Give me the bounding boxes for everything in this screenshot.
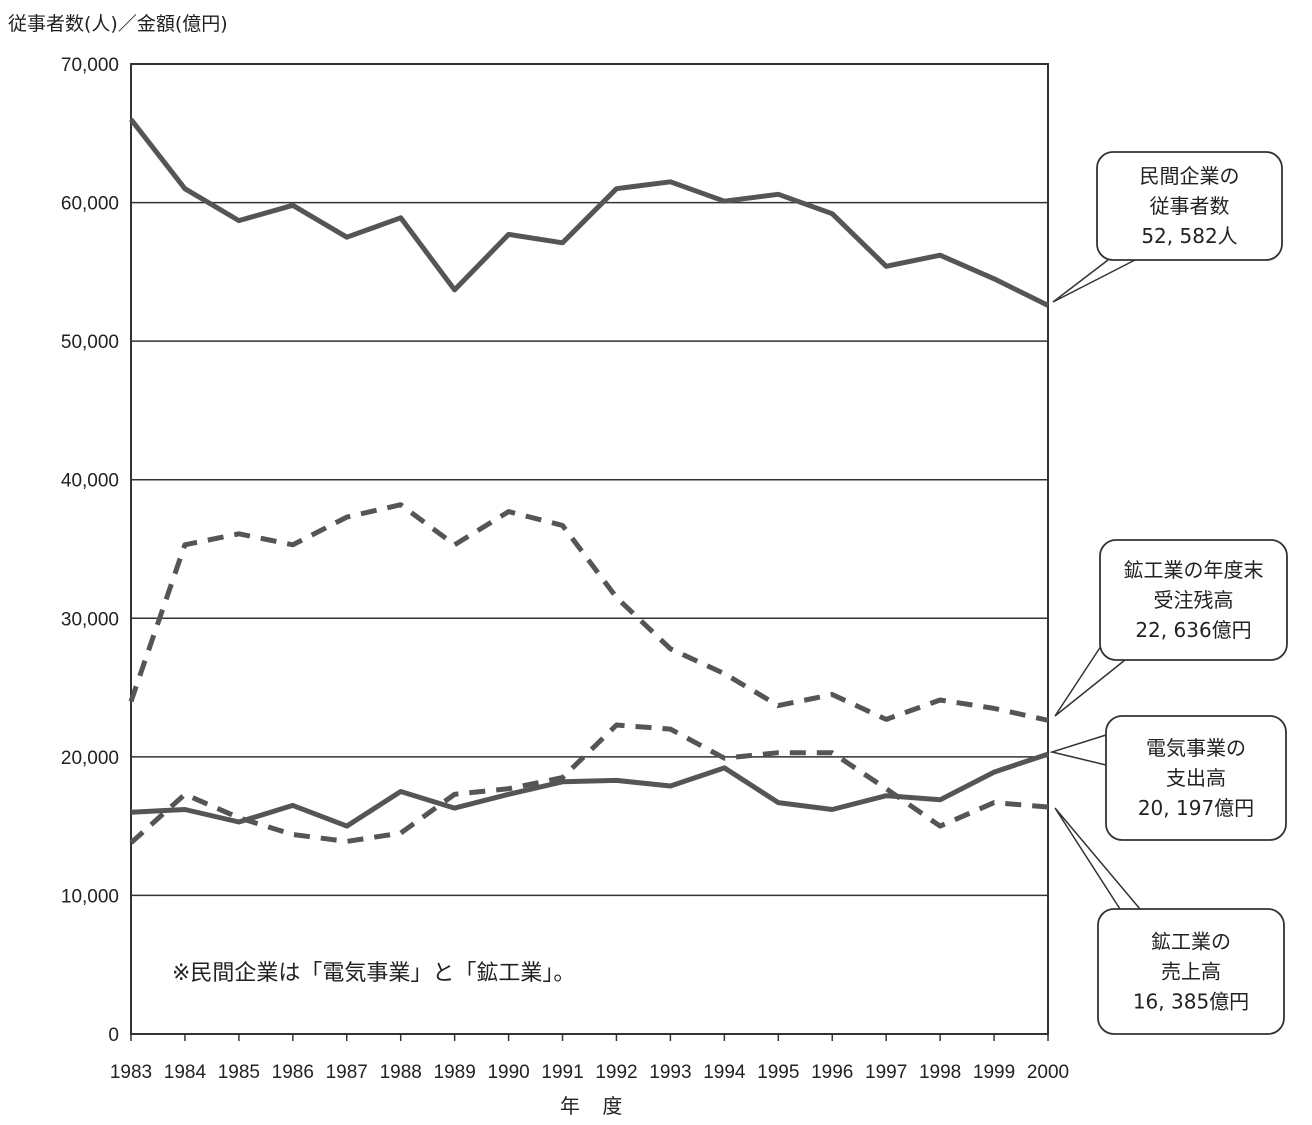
callout-line: 16, 385億円: [1133, 990, 1249, 1014]
callout-box: [1096, 151, 1283, 261]
callout-line: 受注残高: [1154, 588, 1234, 612]
series-line-backlog: [128, 502, 1049, 723]
y-tick-label: 50,000: [61, 332, 119, 353]
callout-line: 52, 582人: [1141, 224, 1237, 248]
y-tick-label: 40,000: [61, 471, 119, 492]
series-line-employees: [129, 117, 1050, 308]
y-tick-label: 20,000: [61, 748, 119, 769]
callout-box: [1097, 908, 1285, 1035]
x-axis-label: 年 度: [560, 1094, 630, 1118]
callout-pointer-backlog: [1054, 639, 1126, 717]
y-tick-labels: 0 10,000 20,000 30,000 40,000 50,000 60,000 70,…: [61, 55, 119, 1046]
callout-pointer-mining_sales: [1054, 807, 1141, 910]
y-tick-label: 0: [108, 1025, 119, 1046]
callout-line: 鉱工業の: [1151, 930, 1231, 954]
y-tick-label: 30,000: [61, 609, 119, 630]
callout-line: 支出高: [1166, 766, 1226, 790]
callout-box: [1105, 715, 1287, 841]
y-tick-label: 60,000: [61, 194, 119, 215]
y-tick-label: 10,000: [61, 886, 119, 907]
x-tick-label: 1986: [272, 1062, 314, 1083]
x-tick-label: 1983: [110, 1062, 152, 1083]
series-lines: [128, 117, 1050, 845]
x-tick-label: 1992: [595, 1062, 637, 1083]
x-tick-label: 1996: [811, 1062, 853, 1083]
callout-line: 売上高: [1161, 960, 1221, 984]
callout-line: 22, 636億円: [1135, 618, 1251, 642]
x-tick-label: 1995: [757, 1062, 799, 1083]
callout-line: 鉱工業の年度末: [1124, 558, 1264, 582]
callout-pointer-employees: [1052, 259, 1136, 303]
x-tick-label: 1998: [919, 1062, 961, 1083]
callout-line: 電気事業の: [1146, 736, 1246, 760]
chart-note: ※民間企業は「電気事業」と「鉱工業」。: [172, 961, 575, 986]
callout-line: 従事者数: [1150, 194, 1230, 218]
callout-line: 20, 197億円: [1138, 796, 1254, 820]
callout-line: 民間企業の: [1140, 164, 1240, 188]
x-tick-label: 1993: [649, 1062, 691, 1083]
y-axis-label: 従事者数(人)／金額(億円): [8, 13, 228, 35]
callout-pointer-electric_spending: [1049, 734, 1107, 766]
x-tick-label: 1990: [487, 1062, 529, 1083]
x-tick-label: 1991: [541, 1062, 583, 1083]
x-tick-label: 1985: [218, 1062, 260, 1083]
x-tick-label: 1994: [703, 1062, 746, 1083]
callout-box: [1099, 539, 1288, 661]
x-tick-label: 1988: [380, 1062, 422, 1083]
y-tick-label: 70,000: [61, 55, 119, 76]
callout-leaders: [1049, 259, 1141, 910]
gridlines: [131, 201, 1048, 897]
x-tick-label: 1984: [164, 1062, 207, 1083]
x-tick-label: 1999: [973, 1062, 1015, 1083]
plot-frame: [130, 63, 1049, 1035]
x-tick-label: 2000: [1027, 1062, 1069, 1083]
x-tick-label: 1997: [865, 1062, 907, 1083]
x-tick-label: 1989: [434, 1062, 476, 1083]
series-line-mining_sales: [129, 722, 1049, 845]
series-line-electric_spending: [130, 751, 1049, 829]
x-tick-label: 1987: [326, 1062, 368, 1083]
x-tick-labels: 1983 1984 1985 1986 1987 1988 1989 1990 1991 1992…: [110, 1034, 1069, 1083]
